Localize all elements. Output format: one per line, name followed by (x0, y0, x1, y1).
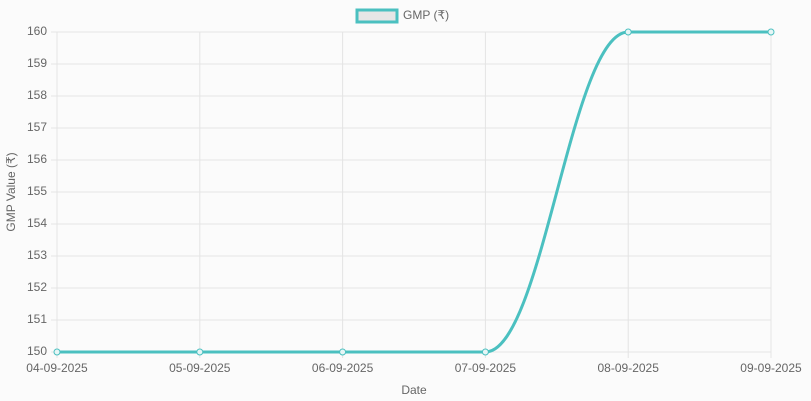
data-point (624, 28, 632, 36)
x-tick-label: 05-09-2025 (169, 361, 231, 375)
y-tick-label: 150 (27, 344, 47, 358)
y-tick-label: 160 (27, 24, 47, 38)
y-tick-label: 154 (27, 216, 47, 230)
y-axis-title: GMP Value (₹) (4, 152, 18, 231)
legend-swatch (355, 8, 399, 24)
y-tick-label: 156 (27, 152, 47, 166)
data-point (339, 348, 347, 356)
x-tick-label: 06-09-2025 (312, 361, 374, 375)
legend-label: GMP (₹) (403, 8, 449, 22)
x-tick-label: 07-09-2025 (455, 361, 517, 375)
data-point (53, 348, 61, 356)
x-tick-label: 08-09-2025 (598, 361, 660, 375)
y-tick-label: 153 (27, 248, 47, 262)
x-tick-label: 09-09-2025 (740, 361, 802, 375)
y-tick-label: 151 (27, 312, 47, 326)
y-tick-label: 155 (27, 184, 47, 198)
y-tick-label: 158 (27, 88, 47, 102)
y-tick-label: 157 (27, 120, 47, 134)
x-axis-title: Date (401, 383, 427, 397)
y-tick-label: 152 (27, 280, 47, 294)
data-point (196, 348, 204, 356)
data-point (767, 28, 775, 36)
data-point (481, 348, 489, 356)
y-tick-label: 159 (27, 56, 47, 70)
x-tick-label: 04-09-2025 (26, 361, 88, 375)
